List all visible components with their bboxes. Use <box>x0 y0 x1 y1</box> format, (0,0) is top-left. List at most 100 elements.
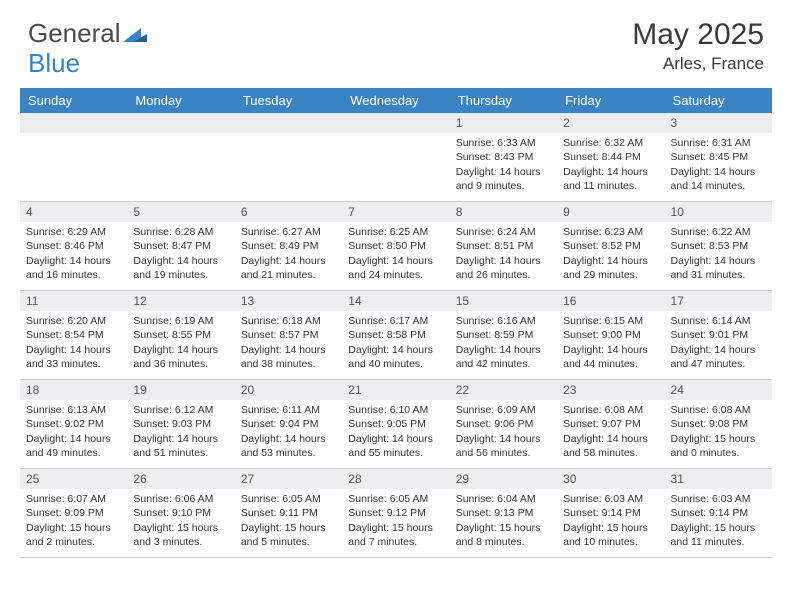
sunrise-text: Sunrise: 6:04 AM <box>456 492 551 506</box>
day-body: Sunrise: 6:14 AMSunset: 9:01 PMDaylight:… <box>665 314 772 375</box>
daylight-text: Daylight: 14 hours and 33 minutes. <box>26 343 121 371</box>
day-cell: 18Sunrise: 6:13 AMSunset: 9:02 PMDayligh… <box>20 380 127 468</box>
day-number: 29 <box>450 469 557 489</box>
day-cell: 22Sunrise: 6:09 AMSunset: 9:06 PMDayligh… <box>450 380 557 468</box>
day-body: Sunrise: 6:20 AMSunset: 8:54 PMDaylight:… <box>20 314 127 375</box>
day-number: 17 <box>665 291 772 311</box>
day-cell: 31Sunrise: 6:03 AMSunset: 9:14 PMDayligh… <box>665 469 772 557</box>
weekday-sun: Sunday <box>20 88 127 113</box>
day-number: 8 <box>450 202 557 222</box>
daylight-text: Daylight: 14 hours and 42 minutes. <box>456 343 551 371</box>
daylight-text: Daylight: 14 hours and 31 minutes. <box>671 254 766 282</box>
sunrise-text: Sunrise: 6:10 AM <box>348 403 443 417</box>
sunset-text: Sunset: 9:07 PM <box>563 417 658 431</box>
day-number <box>235 113 342 133</box>
day-body: Sunrise: 6:03 AMSunset: 9:14 PMDaylight:… <box>665 492 772 553</box>
sunset-text: Sunset: 9:13 PM <box>456 506 551 520</box>
day-cell: 13 Sunrise: 6:18 AMSunset: 8:57 PMDayligh… <box>235 291 342 379</box>
sunset-text: Sunset: 8:46 PM <box>26 239 121 253</box>
day-number: 5 <box>127 202 234 222</box>
day-number: 10 <box>665 202 772 222</box>
location: Arles, France <box>632 54 764 74</box>
daylight-text: Daylight: 14 hours and 26 minutes. <box>456 254 551 282</box>
day-body: Sunrise: 6:27 AMSunset: 8:49 PMDaylight:… <box>235 225 342 286</box>
day-number: 25 <box>20 469 127 489</box>
sunset-text: Sunset: 9:05 PM <box>348 417 443 431</box>
day-body: Sunrise: 6:32 AMSunset: 8:44 PMDaylight:… <box>557 136 664 197</box>
weekday-mon: Monday <box>127 88 234 113</box>
daylight-text: Daylight: 14 hours and 49 minutes. <box>26 432 121 460</box>
weekday-tue: Tuesday <box>235 88 342 113</box>
day-body: Sunrise: 6:05 AMSunset: 9:12 PMDaylight:… <box>342 492 449 553</box>
day-number: 14 <box>342 291 449 311</box>
day-body: Sunrise: 6:11 AMSunset: 9:04 PMDaylight:… <box>235 403 342 464</box>
sunrise-text: Sunrise: 6:18 AM <box>241 314 336 328</box>
day-cell: 12Sunrise: 6:19 AMSunset: 8:55 PMDayligh… <box>127 291 234 379</box>
calendar: Sunday Monday Tuesday Wednesday Thursday… <box>20 88 772 558</box>
day-cell: 8Sunrise: 6:24 AMSunset: 8:51 PMDaylight… <box>450 202 557 290</box>
day-body <box>235 136 342 140</box>
logo: General <box>28 18 149 49</box>
sunrise-text: Sunrise: 6:05 AM <box>241 492 336 506</box>
header: General May 2025 Arles, France <box>0 0 792 82</box>
sunrise-text: Sunrise: 6:06 AM <box>133 492 228 506</box>
day-number: 27 <box>235 469 342 489</box>
sunrise-text: Sunrise: 6:03 AM <box>563 492 658 506</box>
day-cell: 25 Sunrise: 6:07 AMSunset: 9:09 PMDayligh… <box>20 469 127 557</box>
day-body: Sunrise: 6:25 AMSunset: 8:50 PMDaylight:… <box>342 225 449 286</box>
day-body <box>20 136 127 140</box>
logo-icon <box>123 24 147 44</box>
day-body: Sunrise: 6:07 AMSunset: 9:09 PMDaylight:… <box>20 492 127 553</box>
day-number: 16 <box>557 291 664 311</box>
day-cell: 1Sunrise: 6:33 AMSunset: 8:43 PMDaylight… <box>450 113 557 201</box>
sunrise-text: Sunrise: 6:28 AM <box>133 225 228 239</box>
sunset-text: Sunset: 8:51 PM <box>456 239 551 253</box>
day-cell: 28Sunrise: 6:05 AMSunset: 9:12 PMDayligh… <box>342 469 449 557</box>
day-number: 21 <box>342 380 449 400</box>
day-cell <box>127 113 234 201</box>
day-cell: 19Sunrise: 6:12 AMSunset: 9:03 PMDayligh… <box>127 380 234 468</box>
day-cell: 21Sunrise: 6:10 AMSunset: 9:05 PMDayligh… <box>342 380 449 468</box>
sunrise-text: Sunrise: 6:27 AM <box>241 225 336 239</box>
daylight-text: Daylight: 14 hours and 24 minutes. <box>348 254 443 282</box>
day-body: Sunrise: 6:18 AMSunset: 8:57 PMDaylight:… <box>235 314 342 375</box>
sunrise-text: Sunrise: 6:20 AM <box>26 314 121 328</box>
day-cell: 11Sunrise: 6:20 AMSunset: 8:54 PMDayligh… <box>20 291 127 379</box>
sunrise-text: Sunrise: 6:33 AM <box>456 136 551 150</box>
daylight-text: Daylight: 15 hours and 0 minutes. <box>671 432 766 460</box>
day-body: Sunrise: 6:12 AMSunset: 9:03 PMDaylight:… <box>127 403 234 464</box>
sunset-text: Sunset: 8:59 PM <box>456 328 551 342</box>
weeks-container: 1Sunrise: 6:33 AMSunset: 8:43 PMDaylight… <box>20 113 772 558</box>
sunset-text: Sunset: 8:47 PM <box>133 239 228 253</box>
sunset-text: Sunset: 8:54 PM <box>26 328 121 342</box>
day-cell <box>235 113 342 201</box>
sunrise-text: Sunrise: 6:19 AM <box>133 314 228 328</box>
daylight-text: Daylight: 15 hours and 8 minutes. <box>456 521 551 549</box>
day-body: Sunrise: 6:05 AMSunset: 9:11 PMDaylight:… <box>235 492 342 553</box>
sunset-text: Sunset: 8:57 PM <box>241 328 336 342</box>
daylight-text: Daylight: 15 hours and 11 minutes. <box>671 521 766 549</box>
daylight-text: Daylight: 14 hours and 47 minutes. <box>671 343 766 371</box>
day-body: Sunrise: 6:33 AMSunset: 8:43 PMDaylight:… <box>450 136 557 197</box>
day-number: 4 <box>20 202 127 222</box>
daylight-text: Daylight: 14 hours and 9 minutes. <box>456 165 551 193</box>
sunset-text: Sunset: 9:09 PM <box>26 506 121 520</box>
day-body <box>342 136 449 140</box>
week-row: 25 Sunrise: 6:07 AMSunset: 9:09 PMDayligh… <box>20 469 772 558</box>
day-number: 13 <box>235 291 342 311</box>
daylight-text: Daylight: 14 hours and 16 minutes. <box>26 254 121 282</box>
sunset-text: Sunset: 8:50 PM <box>348 239 443 253</box>
day-number: 20 <box>235 380 342 400</box>
day-number <box>127 113 234 133</box>
weekday-sat: Saturday <box>665 88 772 113</box>
day-cell: 10Sunrise: 6:22 AMSunset: 8:53 PMDayligh… <box>665 202 772 290</box>
day-cell: 15Sunrise: 6:16 AMSunset: 8:59 PMDayligh… <box>450 291 557 379</box>
day-body: Sunrise: 6:29 AMSunset: 8:46 PMDaylight:… <box>20 225 127 286</box>
day-cell <box>20 113 127 201</box>
sunrise-text: Sunrise: 6:17 AM <box>348 314 443 328</box>
sunrise-text: Sunrise: 6:12 AM <box>133 403 228 417</box>
sunrise-text: Sunrise: 6:08 AM <box>563 403 658 417</box>
day-number: 23 <box>557 380 664 400</box>
title-block: May 2025 Arles, France <box>632 18 764 74</box>
day-number: 18 <box>20 380 127 400</box>
